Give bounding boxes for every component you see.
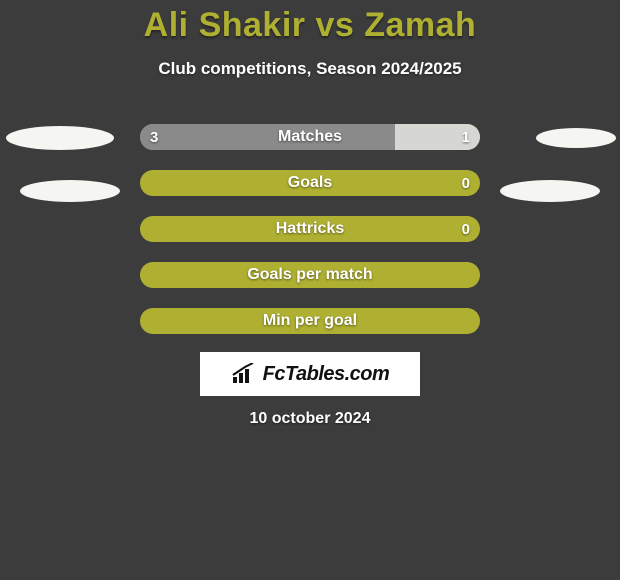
player-photo-right-1	[536, 128, 616, 148]
brand-text: FcTables.com	[263, 363, 390, 386]
stat-row: Hattricks0	[140, 216, 480, 242]
page-title: Ali Shakir vs Zamah	[0, 0, 620, 45]
brand-chart-icon	[231, 363, 257, 385]
subtitle: Club competitions, Season 2024/2025	[0, 59, 620, 79]
player-photo-left-2	[20, 180, 120, 202]
stat-row: Matches3 1	[140, 124, 480, 150]
bar-value-right: 1	[462, 124, 470, 150]
bar-label: Hattricks	[140, 216, 480, 242]
brand-box[interactable]: FcTables.com	[200, 352, 420, 396]
bar-value-right: 0	[462, 170, 470, 196]
stat-row: Goals per match	[140, 262, 480, 288]
player-photo-right-2	[500, 180, 600, 202]
bar-label: Goals per match	[140, 262, 480, 288]
bar-label: Min per goal	[140, 308, 480, 334]
widget-container: Ali Shakir vs Zamah Club competitions, S…	[0, 0, 620, 580]
stat-row: Min per goal	[140, 308, 480, 334]
bar-label: Matches	[140, 124, 480, 150]
player-photo-left-1	[6, 126, 114, 150]
stat-bars: Matches31Goals0Hattricks0Goals per match…	[140, 124, 480, 354]
bar-value-left: 3	[150, 124, 158, 150]
bar-label: Goals	[140, 170, 480, 196]
date-text: 10 october 2024	[0, 410, 620, 428]
stat-row: Goals0	[140, 170, 480, 196]
bar-value-right: 0	[462, 216, 470, 242]
